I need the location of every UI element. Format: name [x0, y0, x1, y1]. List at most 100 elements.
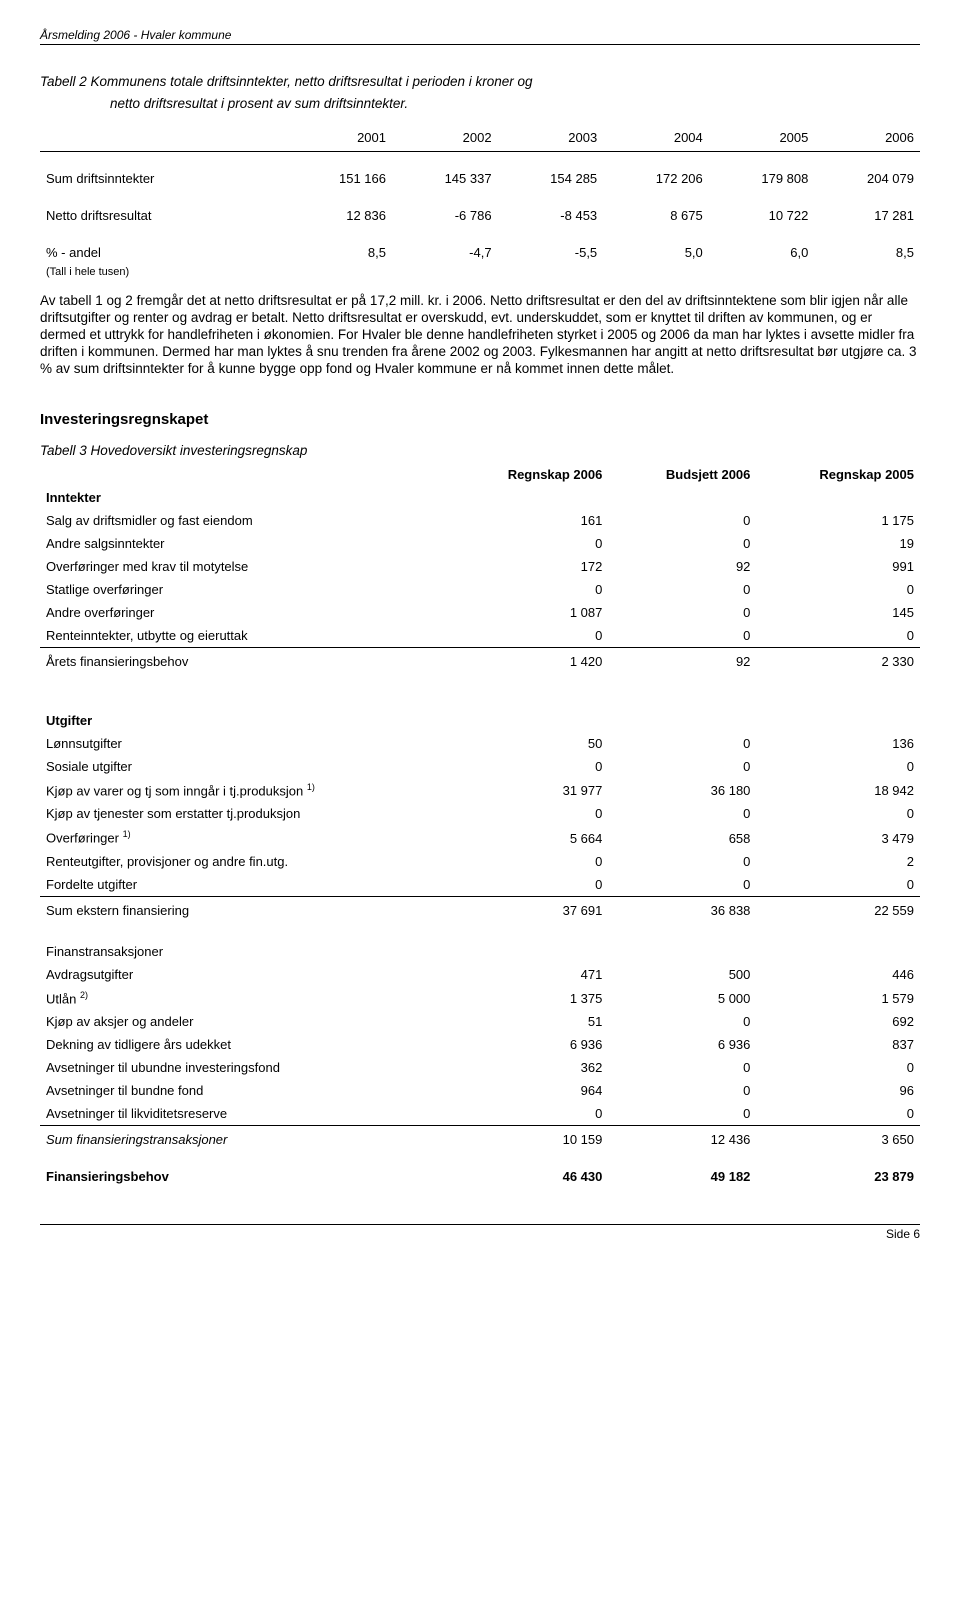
row-label: Sum driftsinntekter — [40, 168, 286, 189]
cell: 1 420 — [445, 648, 609, 674]
table3: Regnskap 2006 Budsjett 2006 Regnskap 200… — [40, 464, 920, 1188]
table-row: Fordelte utgifter000 — [40, 873, 920, 897]
row-label: Renteutgifter, provisjoner og andre fin.… — [40, 850, 445, 873]
cell: 362 — [445, 1056, 609, 1079]
cell: 46 430 — [445, 1151, 609, 1188]
cell: 37 691 — [445, 896, 609, 922]
row-label: Andre salgsinntekter — [40, 532, 445, 555]
cell: 145 337 — [392, 168, 498, 189]
cell: 31 977 — [445, 778, 609, 802]
sum-row: Sum ekstern finansiering37 69136 83822 5… — [40, 896, 920, 922]
cell: 23 879 — [756, 1151, 920, 1188]
cell: 96 — [756, 1079, 920, 1102]
row-label: Dekning av tidligere års udekket — [40, 1033, 445, 1056]
cell: 0 — [756, 755, 920, 778]
cell: 51 — [445, 1010, 609, 1033]
cell: -8 453 — [498, 205, 604, 226]
cell: 0 — [445, 755, 609, 778]
row-label: Overføringer med krav til motytelse — [40, 555, 445, 578]
cell: 10 159 — [445, 1126, 609, 1152]
cell: 0 — [608, 732, 756, 755]
cell: 1 087 — [445, 601, 609, 624]
cell: 658 — [608, 825, 756, 849]
cell: 50 — [445, 732, 609, 755]
row-label: Kjøp av tjenester som erstatter tj.produ… — [40, 802, 445, 825]
row-label: Avsetninger til likviditetsreserve — [40, 1102, 445, 1126]
table-row: Renteutgifter, provisjoner og andre fin.… — [40, 850, 920, 873]
cell: 0 — [608, 1056, 756, 1079]
cell: 17 281 — [814, 205, 920, 226]
row-label: Statlige overføringer — [40, 578, 445, 601]
cell: 0 — [445, 802, 609, 825]
table-row: Netto driftsresultat 12 836 -6 786 -8 45… — [40, 205, 920, 226]
table-row: Renteinntekter, utbytte og eieruttak000 — [40, 624, 920, 648]
table2-col: 2001 — [286, 116, 392, 152]
row-label: Lønnsutgifter — [40, 732, 445, 755]
page-footer: Side 6 — [40, 1224, 920, 1241]
cell: -4,7 — [392, 242, 498, 263]
cell: 36 838 — [608, 896, 756, 922]
cell: 3 650 — [756, 1126, 920, 1152]
table2-col: 2006 — [814, 116, 920, 152]
cell: 0 — [756, 1102, 920, 1126]
cell: 161 — [445, 509, 609, 532]
table-row: Statlige overføringer000 — [40, 578, 920, 601]
table-row: Sum driftsinntekter 151 166 145 337 154 … — [40, 168, 920, 189]
cell: 0 — [756, 873, 920, 897]
row-label: Overføringer 1) — [40, 825, 445, 849]
cell: 10 722 — [709, 205, 815, 226]
page-header: Årsmelding 2006 - Hvaler kommune — [40, 28, 920, 45]
row-label: Sosiale utgifter — [40, 755, 445, 778]
cell: 136 — [756, 732, 920, 755]
group-label: Inntekter — [40, 486, 445, 509]
cell: 500 — [608, 963, 756, 986]
cell: 837 — [756, 1033, 920, 1056]
table2-col: 2004 — [603, 116, 709, 152]
cell: 0 — [445, 873, 609, 897]
cell: 0 — [608, 802, 756, 825]
cell: 0 — [608, 578, 756, 601]
footnote-ref: 1) — [123, 829, 131, 839]
table2-col: 2005 — [709, 116, 815, 152]
table-row: Kjøp av aksjer og andeler510692 — [40, 1010, 920, 1033]
section-heading: Investeringsregnskapet — [40, 411, 920, 428]
cell: 154 285 — [498, 168, 604, 189]
cell: 0 — [608, 1079, 756, 1102]
row-label: Utlån 2) — [40, 986, 445, 1010]
table-row: Kjøp av varer og tj som inngår i tj.prod… — [40, 778, 920, 802]
cell: 0 — [608, 873, 756, 897]
cell: 36 180 — [608, 778, 756, 802]
row-label: Netto driftsresultat — [40, 205, 286, 226]
table-row: Andre salgsinntekter0019 — [40, 532, 920, 555]
table-row: Salg av driftsmidler og fast eiendom1610… — [40, 509, 920, 532]
table-row: Dekning av tidligere års udekket6 9366 9… — [40, 1033, 920, 1056]
row-label: Avsetninger til ubundne investeringsfond — [40, 1056, 445, 1079]
cell: 151 166 — [286, 168, 392, 189]
cell: 22 559 — [756, 896, 920, 922]
cell: 692 — [756, 1010, 920, 1033]
table-row: Utlån 2)1 3755 0001 579 — [40, 986, 920, 1010]
row-label: Avsetninger til bundne fond — [40, 1079, 445, 1102]
cell: -5,5 — [498, 242, 604, 263]
financing-need-row: Finansieringsbehov46 43049 18223 879 — [40, 1151, 920, 1188]
table2-col: 2002 — [392, 116, 498, 152]
cell: 1 375 — [445, 986, 609, 1010]
cell: 0 — [608, 1010, 756, 1033]
sum-row: Årets finansieringsbehov1 420922 330 — [40, 648, 920, 674]
cell: 2 — [756, 850, 920, 873]
table-row: Sosiale utgifter000 — [40, 755, 920, 778]
group-label: Utgifter — [40, 673, 445, 732]
table2-caption-line1: Tabell 2 Kommunens totale driftsinntekte… — [40, 73, 920, 91]
row-label: Andre overføringer — [40, 601, 445, 624]
cell: 964 — [445, 1079, 609, 1102]
table3-col: Regnskap 2005 — [756, 464, 920, 486]
cell: 145 — [756, 601, 920, 624]
cell: 0 — [608, 1102, 756, 1126]
cell: 8,5 — [286, 242, 392, 263]
cell: 0 — [608, 509, 756, 532]
cell: 12 436 — [608, 1126, 756, 1152]
cell: 92 — [608, 648, 756, 674]
footnote-ref: 1) — [307, 782, 315, 792]
row-label: % - andel — [40, 242, 286, 263]
cell: 6 936 — [608, 1033, 756, 1056]
